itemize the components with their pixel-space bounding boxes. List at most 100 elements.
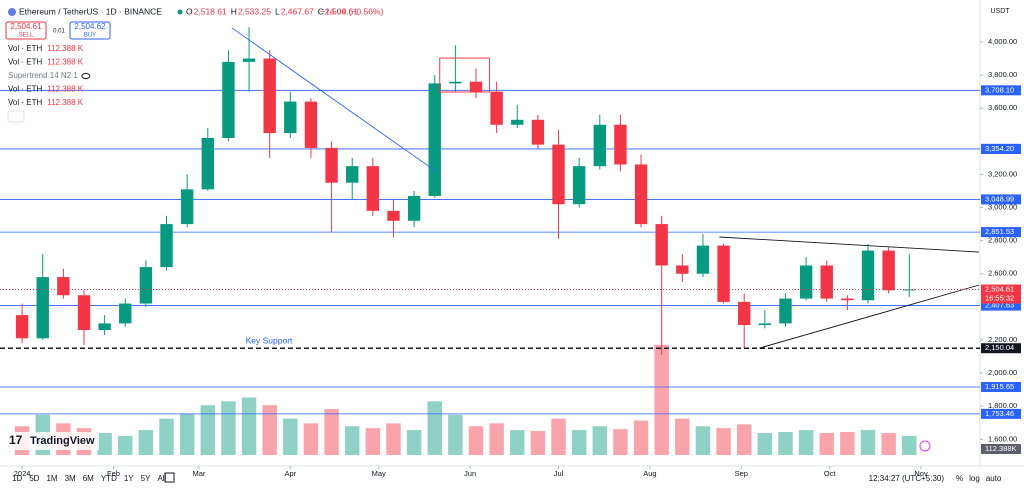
indicator-name: Vol · ETH bbox=[8, 44, 42, 53]
scale-option[interactable]: auto bbox=[986, 474, 1002, 483]
candle-body bbox=[98, 323, 111, 331]
candle-body bbox=[242, 58, 256, 62]
trend-line bbox=[719, 236, 980, 253]
level-label-box bbox=[981, 85, 1021, 96]
trend-line bbox=[231, 27, 438, 173]
visibility-icon[interactable] bbox=[81, 73, 91, 79]
volume-bar bbox=[902, 435, 917, 455]
scale-option[interactable]: % bbox=[956, 474, 963, 483]
range-box bbox=[439, 57, 491, 93]
level-label-box bbox=[981, 194, 1021, 205]
range-button[interactable]: All bbox=[157, 474, 166, 483]
volume-bar bbox=[159, 418, 174, 455]
volume-bar bbox=[716, 428, 731, 455]
volume-bar bbox=[675, 418, 690, 455]
range-button[interactable]: 1Y bbox=[124, 474, 134, 483]
level-label-box bbox=[981, 143, 1021, 154]
volume-bar bbox=[97, 432, 112, 455]
volume-bar bbox=[530, 431, 546, 455]
x-tick-label: 2024 bbox=[14, 469, 31, 478]
range-button[interactable]: 5Y bbox=[141, 474, 151, 483]
y-tick-label: 3,000.00 bbox=[988, 203, 1017, 212]
indicator-value: 112.388 K bbox=[47, 58, 84, 67]
volume-bar bbox=[757, 432, 773, 455]
indicator-name: Vol · ETH bbox=[8, 98, 42, 107]
price-axis: 2024 Feb Mar Apr May Jun Jul Aug Sep Oct Nov 1,600.… bbox=[14, 37, 1021, 478]
volume-bar bbox=[695, 426, 711, 455]
volume-bar bbox=[448, 414, 463, 455]
ohlc-value: 2,533.25 bbox=[238, 6, 271, 16]
collapse-legend[interactable] bbox=[7, 110, 25, 123]
ohlc-key: H bbox=[231, 6, 237, 16]
level-label: 2,407.63 bbox=[985, 301, 1014, 310]
volume-bar bbox=[303, 423, 319, 455]
level-label: 1,753.46 bbox=[985, 409, 1014, 418]
buy-button[interactable] bbox=[69, 21, 111, 40]
range-button[interactable]: YTD bbox=[101, 474, 117, 483]
candle-body bbox=[77, 295, 91, 331]
calendar-icon[interactable] bbox=[164, 472, 175, 483]
range-button[interactable]: 1M bbox=[46, 474, 57, 483]
ohlc-key: C bbox=[318, 6, 324, 16]
y-tick-label: 1,600.00 bbox=[988, 434, 1017, 443]
volume-bar bbox=[798, 430, 814, 455]
buy-label: BUY bbox=[84, 33, 96, 39]
x-tick-label: May bbox=[372, 469, 386, 478]
candle-body bbox=[180, 189, 194, 225]
candle-body bbox=[119, 303, 132, 324]
candle-body bbox=[799, 265, 813, 299]
scale-option[interactable]: log bbox=[969, 474, 980, 483]
volume-bar bbox=[860, 430, 876, 455]
candle-body bbox=[325, 147, 338, 183]
candle-body bbox=[779, 298, 792, 324]
range-button[interactable]: 5D bbox=[29, 474, 39, 483]
range-button[interactable]: 6M bbox=[83, 474, 94, 483]
sell-label: SELL bbox=[19, 33, 34, 39]
symbol: Ethereum / TetherUS · 1D · BINANCE bbox=[19, 6, 162, 16]
candle-body bbox=[676, 265, 689, 274]
alert-icon[interactable] bbox=[919, 440, 931, 452]
x-tick-label: Feb bbox=[107, 469, 120, 478]
volume-bar bbox=[406, 430, 422, 455]
volume-bar bbox=[468, 426, 484, 455]
x-tick-label: Aug bbox=[643, 469, 656, 478]
volume-bar bbox=[138, 430, 154, 455]
candle-body bbox=[841, 298, 854, 301]
candle-body bbox=[160, 224, 173, 268]
ohlc-key: L bbox=[275, 6, 280, 16]
candle-body bbox=[346, 166, 359, 183]
candle-body bbox=[222, 61, 235, 139]
volume-bar bbox=[840, 432, 855, 455]
market-status bbox=[177, 9, 183, 15]
trend-line bbox=[759, 284, 980, 349]
sell-button[interactable] bbox=[5, 21, 47, 40]
candle-body bbox=[593, 124, 606, 167]
y-tick-label: 3,800.00 bbox=[988, 70, 1017, 79]
x-tick-label: Oct bbox=[824, 469, 837, 478]
clock: 12:34:27 (UTC+5:30) bbox=[869, 474, 945, 483]
volume-bar bbox=[551, 418, 566, 455]
level-label-box bbox=[981, 300, 1021, 311]
x-tick-label: Mar bbox=[192, 469, 205, 478]
logo-mark: 17 bbox=[9, 433, 23, 447]
candle-body bbox=[634, 164, 648, 225]
y-tick-label: 2,200.00 bbox=[988, 335, 1017, 344]
level-label-box bbox=[981, 408, 1021, 419]
candle-body bbox=[57, 277, 70, 296]
ohlc-value: 2,467.67 bbox=[281, 6, 314, 16]
volume-bar bbox=[489, 423, 504, 455]
volume-bar bbox=[386, 423, 401, 455]
range-button[interactable]: 1D bbox=[12, 474, 22, 483]
volume-bar bbox=[510, 430, 525, 455]
range-button[interactable]: 3M bbox=[65, 474, 76, 483]
indicator-name: Vol · ETH bbox=[8, 58, 42, 67]
last-price-box bbox=[981, 284, 1021, 304]
volume-bar bbox=[736, 424, 752, 455]
key-support-text: Key Support bbox=[246, 335, 293, 345]
volume-bar bbox=[344, 426, 360, 455]
volume-bar bbox=[200, 405, 216, 455]
level-label: 2,851.53 bbox=[985, 227, 1014, 236]
indicator-value: 112.388 K bbox=[47, 85, 84, 94]
ohlc-key: O bbox=[186, 6, 193, 16]
